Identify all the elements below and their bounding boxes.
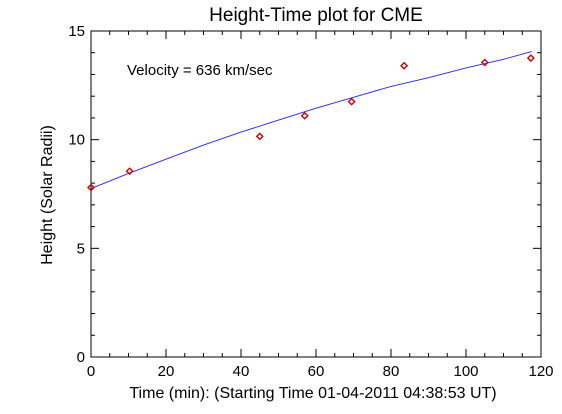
x-tick-label: 0 [87, 363, 95, 380]
data-point [300, 111, 309, 120]
data-point [526, 54, 535, 63]
y-tick-label: 10 [68, 132, 85, 149]
y-tick-label: 15 [68, 23, 85, 40]
data-point [347, 97, 356, 106]
plot-area-frame [90, 30, 542, 358]
fit-line [90, 51, 532, 190]
velocity-annotation: Velocity = 636 km/sec [127, 62, 273, 79]
y-axis-label: Height (Solar Radii) [39, 125, 56, 265]
x-tick-label: 120 [528, 363, 553, 380]
data-point [87, 183, 95, 192]
x-tick-label: 80 [383, 363, 400, 380]
x-axis-label: Time (min): (Starting Time 01-04-2011 04… [129, 385, 496, 402]
x-tick-label: 20 [158, 363, 175, 380]
x-tick-label: 60 [308, 363, 325, 380]
x-tick-label: 40 [233, 363, 250, 380]
y-tick-label: 0 [77, 349, 85, 366]
chart-title: Height-Time plot for CME [209, 5, 423, 26]
data-point [480, 58, 489, 67]
data-point [255, 132, 264, 141]
data-point [125, 167, 134, 176]
data-point [400, 61, 409, 70]
series-layer [87, 51, 535, 192]
x-tick-label: 100 [453, 363, 478, 380]
y-tick-label: 5 [77, 240, 85, 257]
axis-ticks: 0 20 40 60 80 100 120 0 5 10 15 [68, 23, 553, 380]
